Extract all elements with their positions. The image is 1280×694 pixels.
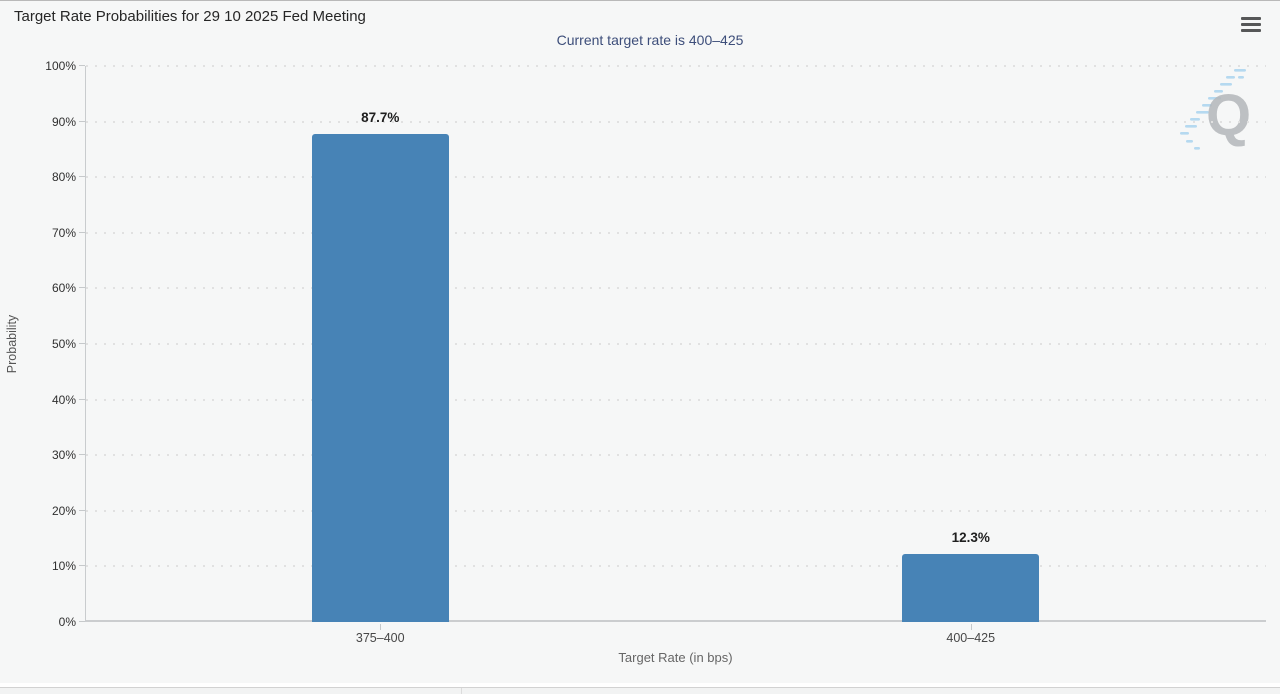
- table-column-divider: [461, 688, 462, 694]
- y-gridline: [86, 231, 1266, 234]
- x-axis-tick: [380, 624, 382, 630]
- y-axis-label: 30%: [51, 448, 76, 463]
- hamburger-menu-icon[interactable]: [1241, 13, 1265, 35]
- y-gridline: [86, 398, 1266, 401]
- y-axis-label: 10%: [51, 559, 76, 574]
- x-axis-tick: [970, 624, 972, 630]
- y-axis-tick: [79, 65, 85, 66]
- y-axis-label: 60%: [51, 281, 76, 296]
- y-axis-label: 40%: [51, 392, 76, 407]
- y-axis-tick: [79, 621, 85, 622]
- y-gridline: [86, 343, 1266, 345]
- y-gridline: [86, 287, 1266, 290]
- y-axis-label: 70%: [51, 225, 76, 240]
- bar-400-425[interactable]: [902, 553, 1040, 622]
- bar-375-400[interactable]: [311, 134, 449, 622]
- table-header-strip: [0, 687, 1280, 694]
- y-gridline: [86, 176, 1266, 179]
- y-axis-tick: [79, 231, 85, 233]
- y-gridline: [86, 509, 1266, 512]
- y-axis-label: 50%: [51, 337, 76, 351]
- y-gridline: [86, 454, 1266, 457]
- y-gridline: [86, 65, 1266, 67]
- bottom-gap: [0, 683, 1280, 687]
- y-axis-tick: [79, 176, 85, 178]
- y-axis-tick: [79, 565, 85, 567]
- plot-area: [85, 66, 1266, 622]
- y-axis-label: 90%: [51, 114, 76, 129]
- chart-title: Target Rate Probabilities for 29 10 2025…: [14, 8, 366, 25]
- bar-value-label: 87.7%: [361, 110, 400, 126]
- y-axis-tick: [79, 287, 85, 289]
- x-axis-category-label: 400–425: [946, 631, 996, 645]
- bar-value-label: 12.3%: [951, 529, 990, 545]
- y-axis-label: 0%: [58, 615, 76, 629]
- y-gridline: [86, 565, 1266, 568]
- y-axis-tick: [79, 398, 85, 400]
- x-axis-category-label: 375–400: [355, 631, 405, 645]
- y-axis-tick: [79, 454, 85, 456]
- y-axis-tick: [79, 343, 85, 344]
- y-axis-label: 80%: [51, 170, 76, 185]
- x-axis-title: Target Rate (in bps): [618, 650, 733, 665]
- chart-subtitle: Current target rate is 400–425: [556, 32, 744, 48]
- y-axis-label: 100%: [45, 59, 76, 73]
- y-axis-tick: [79, 509, 85, 511]
- y-axis-label: 20%: [51, 503, 76, 518]
- y-gridline: [86, 120, 1266, 123]
- y-axis-tick: [79, 120, 85, 122]
